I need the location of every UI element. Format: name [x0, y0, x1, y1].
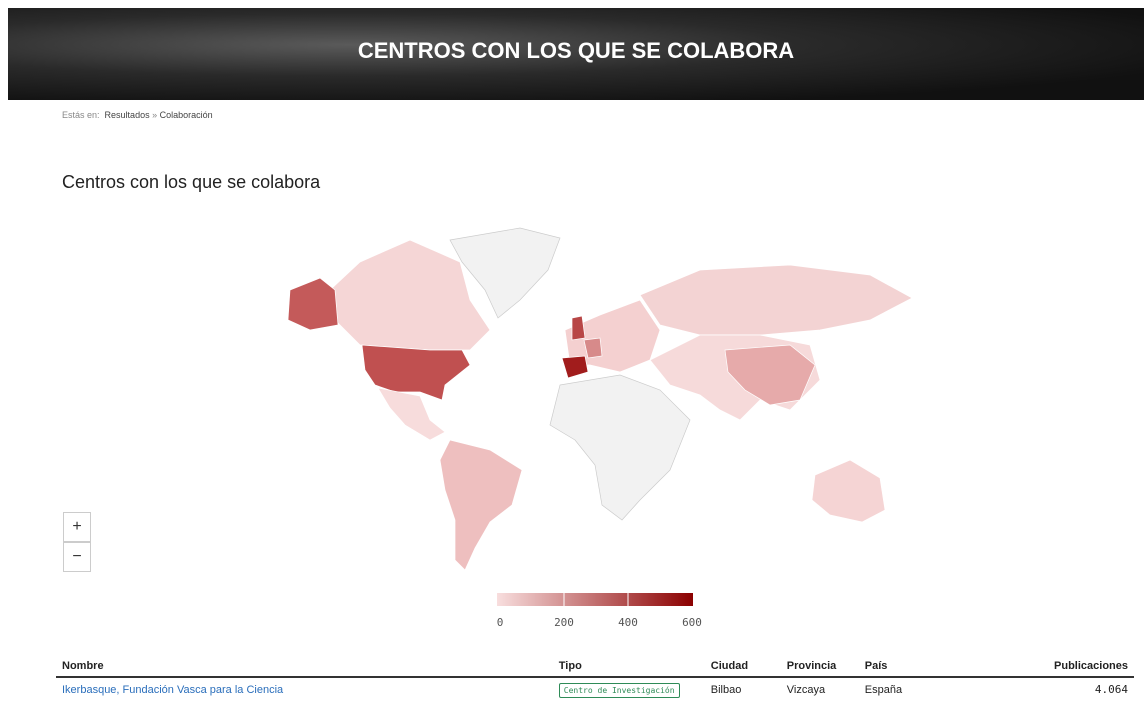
header-title: CENTROS CON LOS QUE SE COLABORA	[357, 38, 795, 63]
legend-bar	[497, 593, 693, 606]
legend: 0 200 400 600	[497, 593, 702, 629]
breadcrumb-link[interactable]: Resultados	[104, 110, 150, 120]
table-row: Ikerbasque, Fundación Vasca para la Cien…	[56, 677, 1134, 701]
cell: Centro de Investigación	[553, 677, 705, 701]
breadcrumb-label: Estás en:	[62, 110, 100, 120]
greenland	[449, 227, 561, 319]
russia	[639, 264, 913, 336]
usa	[361, 344, 471, 401]
legend-tick-label: 200	[554, 616, 574, 629]
cell: España	[864, 683, 903, 696]
column-header: País	[858, 656, 951, 678]
spain	[561, 355, 589, 379]
africa	[549, 374, 691, 521]
column-header: Publicaciones	[950, 656, 1134, 678]
column-header: Ciudad	[704, 656, 781, 678]
section-title: Centros con los que se colabora	[62, 172, 321, 192]
column-header: Provincia	[780, 656, 859, 678]
breadcrumb-sep: »	[152, 110, 158, 120]
mexico	[377, 387, 446, 441]
legend-tick-label: 400	[618, 616, 638, 629]
breadcrumb-item: Colaboración	[159, 110, 213, 120]
zoom-out[interactable]: −	[63, 542, 91, 572]
alaska	[287, 277, 339, 331]
column-header: Nombre	[56, 656, 553, 678]
uk	[571, 315, 586, 341]
column-header: Tipo	[552, 656, 705, 678]
china	[724, 344, 816, 406]
results-table: Nombre Tipo Ciudad Provincia País Publicacion…	[56, 656, 1134, 701]
zoom-in[interactable]: +	[63, 512, 91, 542]
france	[583, 337, 603, 359]
australia	[811, 459, 886, 523]
cell: 4.064	[1094, 683, 1128, 696]
legend-tick-label: 0	[497, 616, 504, 629]
south-america	[439, 439, 523, 571]
header-banner: CENTROS CON LOS QUE SE COLABORA	[8, 8, 1144, 100]
name-link[interactable]: Ikerbasque, Fundación Vasca para la Cien…	[62, 683, 284, 696]
cell: Bilbao	[710, 683, 742, 696]
canada	[329, 239, 491, 351]
legend-tick-label: 600	[682, 616, 702, 629]
breadcrumb: Estás en: Resultados » Colaboración	[62, 110, 213, 120]
cell: Vizcaya	[786, 683, 826, 696]
type-tag: Centro de Investigación	[558, 682, 680, 698]
map	[287, 227, 913, 571]
